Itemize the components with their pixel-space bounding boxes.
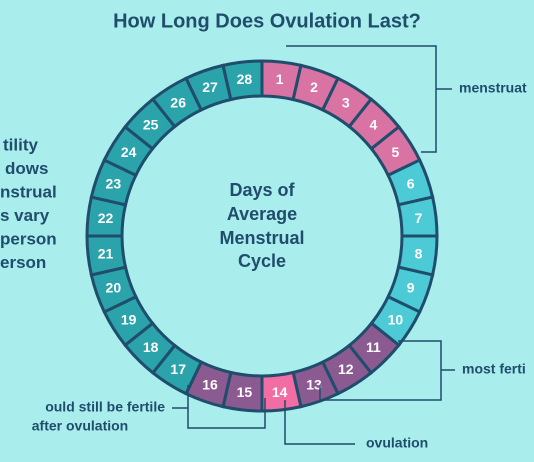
day-label: 17 xyxy=(170,361,186,377)
center-text: Days of xyxy=(229,180,295,200)
day-label: 12 xyxy=(338,361,354,377)
bracket xyxy=(319,340,442,401)
day-label: 8 xyxy=(415,245,423,261)
annotation: ovulation xyxy=(366,435,428,451)
day-label: 27 xyxy=(202,79,218,95)
day-label: 4 xyxy=(369,116,377,132)
day-label: 26 xyxy=(170,94,186,110)
day-label: 6 xyxy=(407,176,415,192)
day-label: 1 xyxy=(276,71,284,87)
center-text: Average xyxy=(227,204,297,224)
bracket xyxy=(284,400,355,445)
day-label: 15 xyxy=(237,384,253,400)
day-label: 23 xyxy=(106,176,122,192)
day-label: 10 xyxy=(388,311,404,327)
center-text: Cycle xyxy=(238,251,286,271)
day-label: 20 xyxy=(106,280,122,296)
day-label: 28 xyxy=(237,71,253,87)
title: How Long Does Ovulation Last? xyxy=(113,10,421,32)
annotation: menstruat xyxy=(459,80,527,96)
bracket xyxy=(286,45,437,153)
day-label: 11 xyxy=(366,339,381,355)
annotation: after ovulation xyxy=(32,418,128,434)
side-text-line: tility xyxy=(3,135,38,154)
annotation: ould still be fertile xyxy=(45,399,165,415)
side-text: tility dows nstrual s vary person erson xyxy=(0,135,57,272)
day-label: 14 xyxy=(272,384,288,400)
side-text-line: erson xyxy=(0,253,46,272)
day-segment xyxy=(221,59,264,102)
day-label: 25 xyxy=(143,116,159,132)
side-text-line: person xyxy=(0,229,57,248)
bracket xyxy=(187,385,266,429)
day-label: 2 xyxy=(310,79,318,95)
day-label: 21 xyxy=(98,245,114,261)
day-label: 22 xyxy=(98,210,114,226)
day-label: 13 xyxy=(306,376,322,392)
side-text-line: dows xyxy=(5,159,48,178)
day-label: 18 xyxy=(143,339,159,355)
cycle-ring: 1 234567891011121314151617181920212223242… xyxy=(85,59,439,413)
day-label: 24 xyxy=(121,144,137,160)
day-label: 9 xyxy=(407,280,415,296)
side-text-line: s vary xyxy=(0,206,50,225)
annotation: most ferti xyxy=(462,361,526,377)
day-label: 16 xyxy=(202,376,218,392)
center-text: Menstrual xyxy=(219,228,304,248)
day-label: 5 xyxy=(391,144,399,160)
day-label: 7 xyxy=(415,210,423,226)
side-text-line: nstrual xyxy=(0,182,57,201)
day-label: 3 xyxy=(342,94,350,110)
day-label: 19 xyxy=(121,311,137,327)
